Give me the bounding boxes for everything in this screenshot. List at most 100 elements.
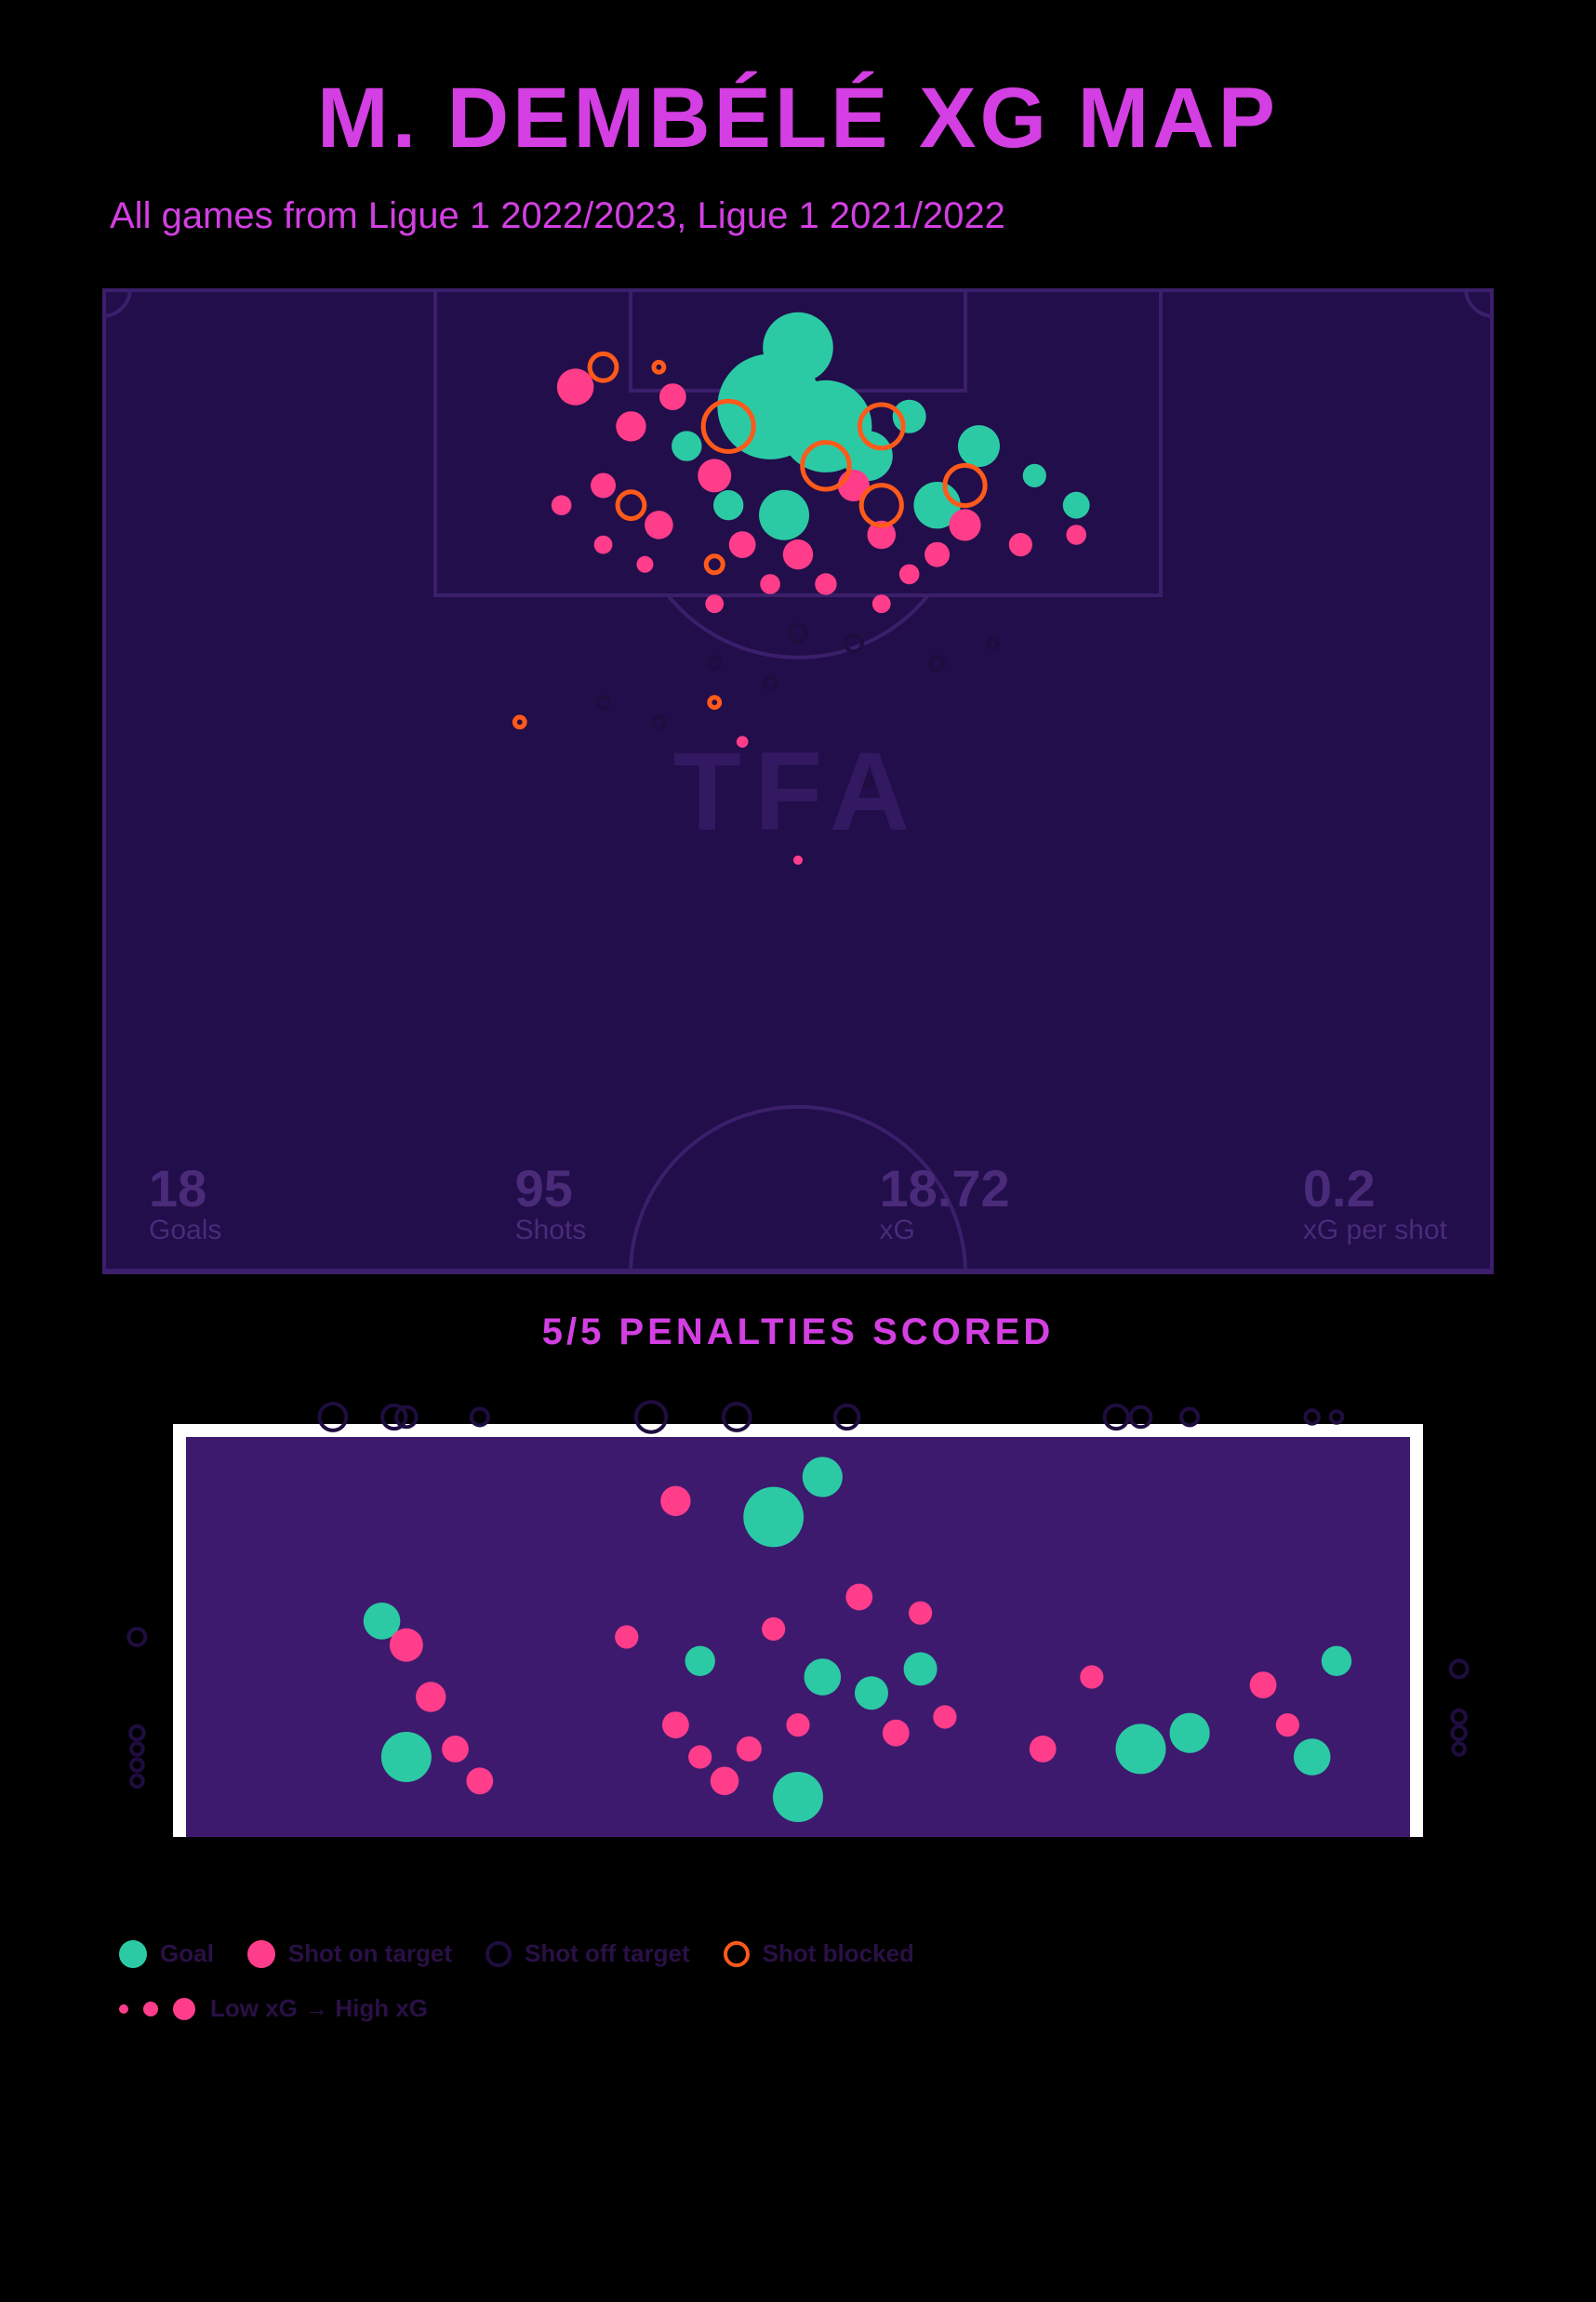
size-legend-label: Low xG → High xG	[210, 1994, 428, 2023]
goal-shot	[1030, 1736, 1057, 1763]
pitch-shot	[924, 542, 950, 567]
stat-label: xG	[880, 1215, 1010, 1246]
pitch-shot	[659, 383, 686, 410]
legend-label: Shot on target	[288, 1939, 452, 1968]
goal-shot	[615, 1625, 638, 1648]
goal-shot	[390, 1629, 423, 1662]
stat-block: 18Goals	[149, 1163, 221, 1246]
legend-ring-icon	[485, 1941, 512, 1967]
goal-shot	[805, 1658, 842, 1696]
pitch-shot	[930, 657, 943, 670]
goal-shot	[472, 1409, 488, 1426]
goal-shot	[1181, 1409, 1198, 1426]
stat-label: xG per shot	[1303, 1215, 1447, 1246]
stat-value: 0.2	[1303, 1163, 1447, 1215]
pitch-shot	[594, 536, 613, 554]
subtitle: All games from Ligue 1 2022/2023, Ligue …	[110, 195, 1494, 237]
pitch-shot	[713, 490, 743, 520]
goal-panel	[102, 1381, 1494, 1902]
pitch-shot	[949, 509, 980, 540]
pitch-shot	[645, 511, 673, 539]
stat-label: Shots	[515, 1215, 587, 1246]
goal-shot	[1322, 1646, 1351, 1676]
pitch-shot	[636, 556, 653, 573]
size-legend-dot	[143, 2002, 158, 2016]
pitch-shot	[597, 697, 609, 709]
pitch-shot	[893, 400, 926, 433]
pitch-shot	[616, 411, 645, 441]
page-title: M. DEMBÉLÉ XG MAP	[102, 70, 1494, 167]
goal-svg	[102, 1381, 1494, 1902]
pitch-shot	[958, 425, 1000, 467]
pitch-shot	[737, 736, 749, 748]
goal-shot	[711, 1767, 739, 1796]
legend-label: Goal	[160, 1939, 214, 1968]
goal-shot	[131, 1776, 143, 1788]
goal-shot	[909, 1602, 932, 1625]
goal-shot	[130, 1726, 143, 1739]
pitch-shot	[653, 716, 665, 728]
goal-shot	[1170, 1713, 1210, 1753]
pitch-panel: TFA 18Goals95Shots18.72xG0.2xG per shot	[102, 288, 1494, 1274]
stat-block: 95Shots	[515, 1163, 587, 1246]
goal-shot	[762, 1617, 785, 1641]
stat-label: Goals	[149, 1215, 221, 1246]
goal-shot	[688, 1745, 712, 1768]
pitch-shot	[557, 368, 594, 406]
pitch-shot	[710, 698, 720, 708]
goal-shot	[416, 1682, 446, 1711]
goal-shot	[1306, 1410, 1319, 1423]
goal-shot	[1452, 1710, 1465, 1723]
goal-shot	[1080, 1665, 1103, 1688]
legend-label: Shot blocked	[763, 1939, 914, 1968]
pitch-shot	[654, 362, 664, 372]
pitch-shot	[706, 556, 723, 573]
pitch-shot	[1066, 525, 1086, 545]
stat-value: 95	[515, 1163, 587, 1215]
pitch-shot	[899, 565, 920, 585]
legend-dot-icon	[247, 1940, 275, 1968]
pitch-shot	[709, 658, 721, 670]
legend-item: Shot blocked	[724, 1939, 914, 1968]
goal-shot	[1276, 1713, 1299, 1736]
stat-value: 18	[149, 1163, 221, 1215]
goal-shot	[933, 1705, 956, 1728]
pitch-shot	[1009, 533, 1032, 556]
pitch-shot	[552, 495, 572, 515]
pitch-shot	[672, 431, 701, 460]
pitch-shot	[760, 574, 780, 594]
legend-item: Goal	[119, 1939, 214, 1968]
pitch-shot	[698, 459, 731, 492]
pitch-shot	[759, 490, 809, 540]
goal-shot	[662, 1711, 689, 1738]
goal-shot	[1452, 1726, 1465, 1739]
pitch-shot	[590, 353, 617, 380]
goal-shot	[1453, 1743, 1465, 1755]
goal-shot	[786, 1713, 809, 1736]
stat-value: 18.72	[880, 1163, 1010, 1215]
pitch-shot	[618, 492, 645, 519]
pitch-shot	[872, 594, 891, 613]
goal-shot	[1250, 1671, 1277, 1698]
goal-shot	[737, 1736, 762, 1762]
goal-shot	[1294, 1738, 1331, 1776]
goal-shot	[381, 1732, 432, 1782]
pitch-svg	[102, 288, 1494, 1274]
penalties-text: 5/5 PENALTIES SCORED	[102, 1311, 1494, 1353]
pitch-shot	[591, 473, 616, 499]
pitch-shot	[790, 625, 806, 642]
goal-shot	[466, 1767, 493, 1794]
pitch-shot	[863, 777, 872, 786]
goal-shot	[883, 1720, 910, 1747]
pitch-shot	[861, 486, 901, 526]
stat-block: 18.72xG	[880, 1163, 1010, 1246]
goal-shot	[442, 1736, 469, 1763]
legend-item: Shot on target	[247, 1939, 452, 1968]
goal-shot	[1115, 1723, 1165, 1774]
size-legend-dot	[119, 2004, 128, 2014]
goal-shot	[131, 1759, 143, 1771]
pitch-shot	[705, 594, 724, 613]
legend-item: Shot off target	[485, 1939, 690, 1968]
pitch-shot	[945, 465, 985, 505]
stats-row: 18Goals 95Shots 18.72xG 0.2xG per shot	[149, 1163, 1447, 1246]
